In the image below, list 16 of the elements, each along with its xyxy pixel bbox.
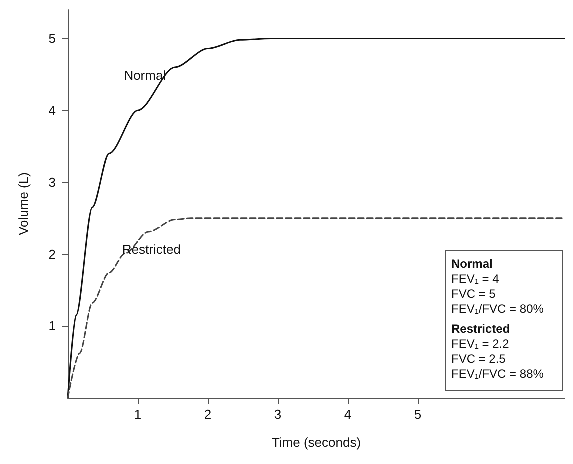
y-tick-label: 5 [48, 31, 56, 46]
y-axis-title: Volume (L) [16, 172, 31, 236]
series-label: Restricted [122, 242, 181, 258]
x-tick-label: 3 [274, 407, 282, 422]
x-tick-label: 4 [344, 407, 352, 422]
y-tick-label: 4 [48, 103, 56, 118]
x-tick-label: 2 [204, 407, 212, 422]
annotation: Restricted FEV₁ = 2.2 FVC = 2.5 FEV₁/FVC = 88% [452, 322, 544, 381]
x-tick-label: 5 [414, 407, 422, 422]
annotation: Normal FEV₁ = 4 FVC = 5 FEV₁/FVC = 80% [452, 257, 544, 316]
x-axis-title: Time (seconds) [272, 435, 362, 450]
x-tick-label: 1 [134, 407, 142, 422]
y-tick-label: 3 [48, 174, 56, 190]
series-label: Normal [124, 68, 166, 83]
y-tick-label: 1 [48, 318, 56, 334]
y-tick-label: 2 [48, 246, 56, 262]
